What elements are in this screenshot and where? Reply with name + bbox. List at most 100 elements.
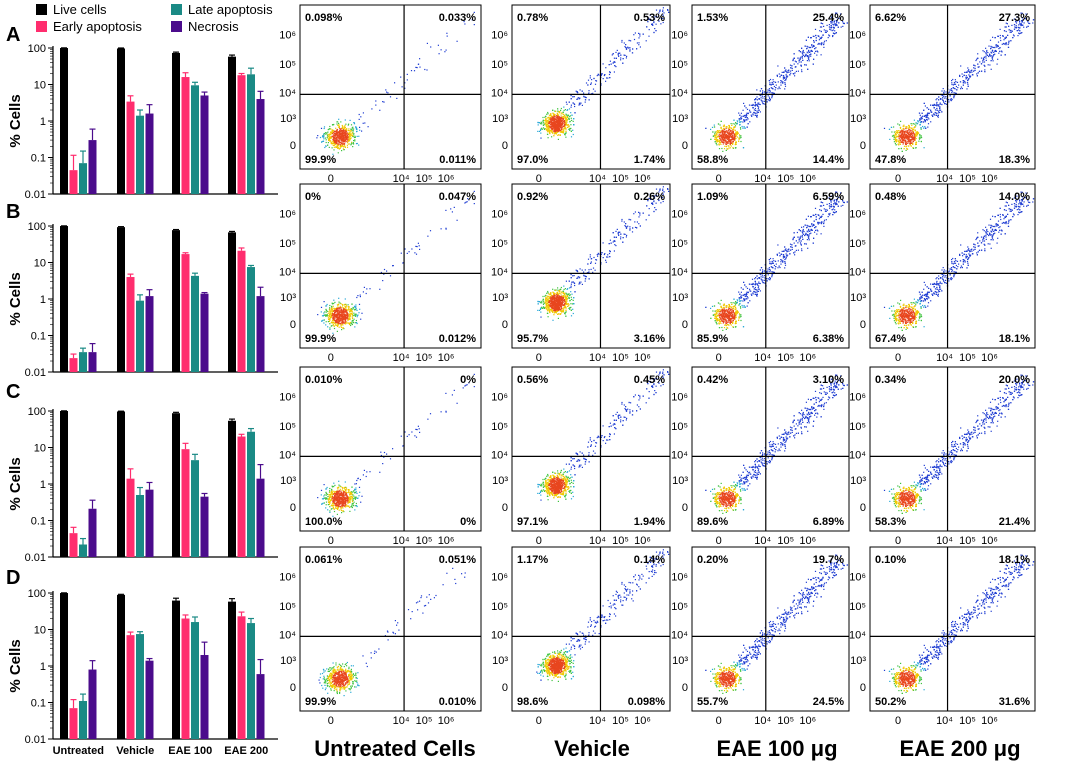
- y-tick-label: 1: [40, 661, 46, 673]
- flow-dot: [623, 42, 625, 44]
- flow-dot: [321, 315, 324, 317]
- flow-dot: [552, 127, 555, 129]
- y-tick-label: 0.1: [31, 516, 46, 528]
- flow-dot: [346, 128, 348, 130]
- flow-dot: [541, 127, 543, 129]
- flow-dot: [910, 136, 912, 138]
- flow-dot: [562, 131, 565, 133]
- quadrant-ur-value: 27.3%: [999, 12, 1030, 24]
- flow-dot: [720, 126, 722, 128]
- flow-dot: [719, 142, 721, 144]
- legend-item-live: Live cells: [36, 2, 106, 17]
- bar: [88, 508, 97, 557]
- flow-dot: [648, 17, 650, 19]
- flow-dot: [331, 322, 333, 324]
- flow-dot: [755, 109, 757, 111]
- flow-dot: [725, 146, 727, 148]
- flow-dot: [756, 110, 758, 112]
- flow-dot: [815, 39, 817, 42]
- flow-dot: [556, 125, 558, 127]
- flow-dot: [898, 139, 900, 141]
- legend-label: Necrosis: [188, 19, 239, 34]
- flow-dot: [714, 136, 716, 138]
- flow-dot: [564, 116, 566, 118]
- flow-dot: [578, 102, 581, 104]
- y-tick-label: 0.01: [25, 189, 46, 201]
- flow-dot: [335, 139, 337, 141]
- flow-dot: [962, 76, 964, 78]
- flow-dot: [354, 326, 356, 328]
- flow-dot: [772, 88, 774, 90]
- flow-dot: [345, 135, 347, 137]
- flow-dot: [767, 89, 769, 91]
- flow-dot: [323, 301, 325, 303]
- flow-dot: [341, 150, 343, 152]
- flow-dot: [329, 133, 331, 135]
- flow-dot: [338, 314, 341, 316]
- flow-dot: [328, 146, 330, 148]
- flow-dot: [758, 102, 760, 104]
- flow-dot: [355, 322, 358, 324]
- flow-dot: [902, 130, 904, 132]
- flow-dot: [784, 83, 786, 85]
- flow-dot: [552, 128, 554, 130]
- flow-dot: [440, 228, 442, 230]
- flow-dot: [655, 9, 658, 11]
- flow-dot: [950, 89, 952, 92]
- flow-dot: [546, 126, 548, 128]
- flow-dot: [334, 146, 337, 148]
- flow-dot: [574, 105, 576, 108]
- flow-dot: [968, 74, 970, 76]
- flow-dot: [547, 133, 549, 135]
- flow-dot: [426, 42, 428, 44]
- flow-dot: [1013, 24, 1016, 26]
- flow-dot: [801, 69, 803, 71]
- flow-dot: [343, 137, 345, 139]
- flow-dot: [564, 134, 566, 136]
- quadrant-ul-value: 6.62%: [875, 12, 906, 24]
- flow-dot: [350, 143, 352, 145]
- flow-dot: [894, 142, 896, 145]
- flow-dot: [551, 121, 553, 123]
- flow-dot: [406, 252, 408, 254]
- flow-dot: [565, 127, 567, 130]
- legend-swatch: [171, 4, 182, 15]
- flow-dot: [710, 128, 712, 130]
- flow-dot: [915, 141, 917, 143]
- quadrant-lr-value: 0.011%: [439, 154, 476, 166]
- flow-dot: [547, 111, 549, 114]
- flow-dot: [738, 140, 740, 142]
- y-tick-label: 1: [40, 294, 46, 306]
- flow-dot: [907, 145, 909, 147]
- flow-dot: [354, 313, 356, 315]
- flow-dot: [997, 44, 999, 47]
- y-axis-label: % Cells: [7, 272, 24, 325]
- flow-dot: [1018, 29, 1020, 31]
- flow-dot: [754, 101, 756, 103]
- flow-dot: [977, 66, 979, 68]
- flow-dot: [335, 134, 337, 136]
- flow-dot: [793, 53, 795, 55]
- flow-dot: [951, 80, 953, 82]
- flow-dot: [417, 242, 419, 244]
- flow-dot: [837, 26, 839, 28]
- flow-dot: [566, 126, 568, 128]
- flow-dot: [756, 112, 758, 114]
- flow-x-tick-label: 10⁶: [634, 173, 651, 185]
- flow-dot: [337, 140, 339, 142]
- flow-dot: [642, 33, 644, 35]
- flow-dot: [552, 132, 554, 134]
- flow-dot: [739, 121, 741, 123]
- flow-x-tick-label: 10⁴: [754, 173, 771, 185]
- flow-dot: [336, 137, 338, 139]
- flow-dot: [960, 88, 962, 90]
- flow-x-tick-label: 10⁵: [959, 173, 976, 185]
- flow-dot: [912, 123, 914, 125]
- flow-dot: [897, 143, 899, 145]
- flow-dot: [570, 136, 573, 138]
- flow-dot: [920, 118, 922, 120]
- flow-dot: [427, 235, 429, 237]
- flow-dot: [907, 140, 909, 142]
- flow-dot: [558, 130, 561, 132]
- flow-dot: [716, 144, 718, 146]
